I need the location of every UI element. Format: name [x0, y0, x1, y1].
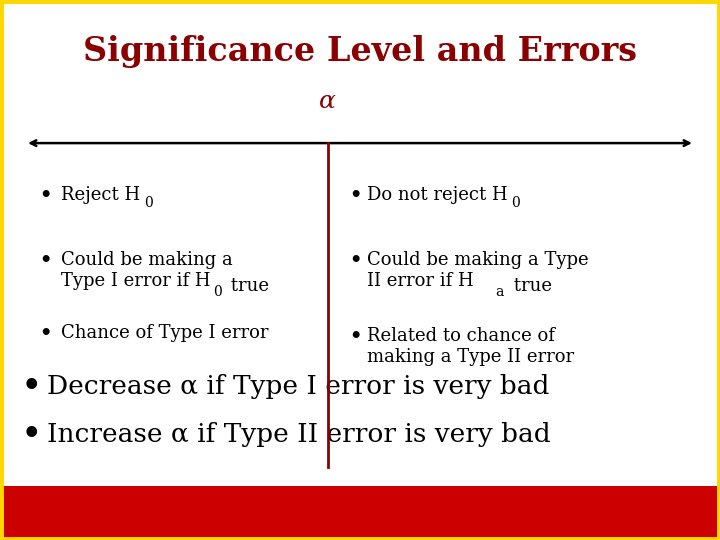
Text: Lock: Lock: [666, 507, 695, 519]
Text: •: •: [22, 419, 41, 450]
Text: Decrease α if Type I error is very bad: Decrease α if Type I error is very bad: [47, 374, 549, 399]
Text: •: •: [349, 186, 361, 204]
Text: Chance of Type I error: Chance of Type I error: [61, 324, 269, 342]
Text: Significance Level and Errors: Significance Level and Errors: [83, 35, 637, 68]
Text: true: true: [508, 277, 552, 295]
Text: •: •: [40, 251, 52, 269]
Text: Statistics: Unlocking the Power of Data: Statistics: Unlocking the Power of Data: [18, 507, 252, 519]
Text: 5: 5: [697, 499, 703, 508]
Text: Could be making a Type
II error if H: Could be making a Type II error if H: [367, 251, 589, 290]
Text: a: a: [495, 285, 504, 299]
Text: •: •: [349, 327, 361, 345]
Text: Reject H: Reject H: [61, 186, 140, 204]
Text: α: α: [319, 90, 336, 113]
Text: 0: 0: [511, 196, 520, 210]
Text: Do not reject H: Do not reject H: [367, 186, 508, 204]
Text: •: •: [40, 186, 52, 204]
Text: Could be making a
Type I error if H: Could be making a Type I error if H: [61, 251, 233, 290]
Text: •: •: [349, 251, 361, 269]
Text: 0: 0: [144, 196, 153, 210]
Text: Increase α if Type II error is very bad: Increase α if Type II error is very bad: [47, 422, 550, 447]
Text: true: true: [225, 277, 269, 295]
Text: 0: 0: [213, 285, 222, 299]
Text: Related to chance of
making a Type II error: Related to chance of making a Type II er…: [367, 327, 575, 366]
Text: •: •: [22, 370, 41, 402]
Bar: [0, 486, 720, 540]
Text: •: •: [40, 324, 52, 342]
